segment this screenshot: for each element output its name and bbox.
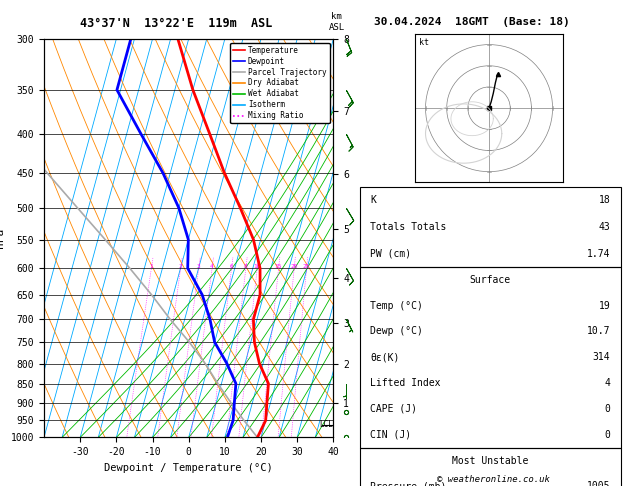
Text: 0: 0 (604, 430, 610, 440)
Text: 3: 3 (197, 264, 201, 269)
Text: 20: 20 (291, 264, 298, 269)
Text: 1005: 1005 (587, 482, 610, 486)
Y-axis label: hPa: hPa (0, 228, 5, 248)
Text: CIN (J): CIN (J) (370, 430, 411, 440)
Text: LCL: LCL (320, 420, 333, 429)
Text: 1: 1 (149, 264, 153, 269)
Text: Temp (°C): Temp (°C) (370, 300, 423, 311)
Text: Lifted Index: Lifted Index (370, 378, 441, 388)
Text: Most Unstable: Most Unstable (452, 455, 528, 466)
Text: 4: 4 (604, 378, 610, 388)
Text: Totals Totals: Totals Totals (370, 222, 447, 232)
Text: 314: 314 (593, 352, 610, 362)
Text: 15: 15 (275, 264, 282, 269)
Text: 19: 19 (599, 300, 610, 311)
X-axis label: Dewpoint / Temperature (°C): Dewpoint / Temperature (°C) (104, 463, 273, 473)
Text: θε(K): θε(K) (370, 352, 399, 362)
Text: 8: 8 (244, 264, 248, 269)
Text: 43: 43 (599, 222, 610, 232)
Text: 4: 4 (210, 264, 214, 269)
Text: 18: 18 (599, 195, 610, 206)
Text: 30.04.2024  18GMT  (Base: 18): 30.04.2024 18GMT (Base: 18) (374, 17, 570, 27)
Text: 1.74: 1.74 (587, 248, 610, 259)
Text: 10: 10 (253, 264, 261, 269)
Text: 25: 25 (303, 264, 310, 269)
Text: 0: 0 (604, 404, 610, 414)
Text: Surface: Surface (470, 275, 511, 285)
Text: Dewp (°C): Dewp (°C) (370, 327, 423, 336)
Text: © weatheronline.co.uk: © weatheronline.co.uk (437, 474, 550, 484)
Text: 6: 6 (230, 264, 233, 269)
Text: Pressure (mb): Pressure (mb) (370, 482, 447, 486)
Text: CAPE (J): CAPE (J) (370, 404, 417, 414)
Text: 10.7: 10.7 (587, 327, 610, 336)
Text: K: K (370, 195, 376, 206)
Text: kt: kt (419, 38, 429, 47)
Text: PW (cm): PW (cm) (370, 248, 411, 259)
Legend: Temperature, Dewpoint, Parcel Trajectory, Dry Adiabat, Wet Adiabat, Isotherm, Mi: Temperature, Dewpoint, Parcel Trajectory… (230, 43, 330, 123)
Text: 43°37'N  13°22'E  119m  ASL: 43°37'N 13°22'E 119m ASL (80, 17, 272, 30)
Text: 2: 2 (179, 264, 182, 269)
Text: km
ASL: km ASL (328, 12, 345, 32)
